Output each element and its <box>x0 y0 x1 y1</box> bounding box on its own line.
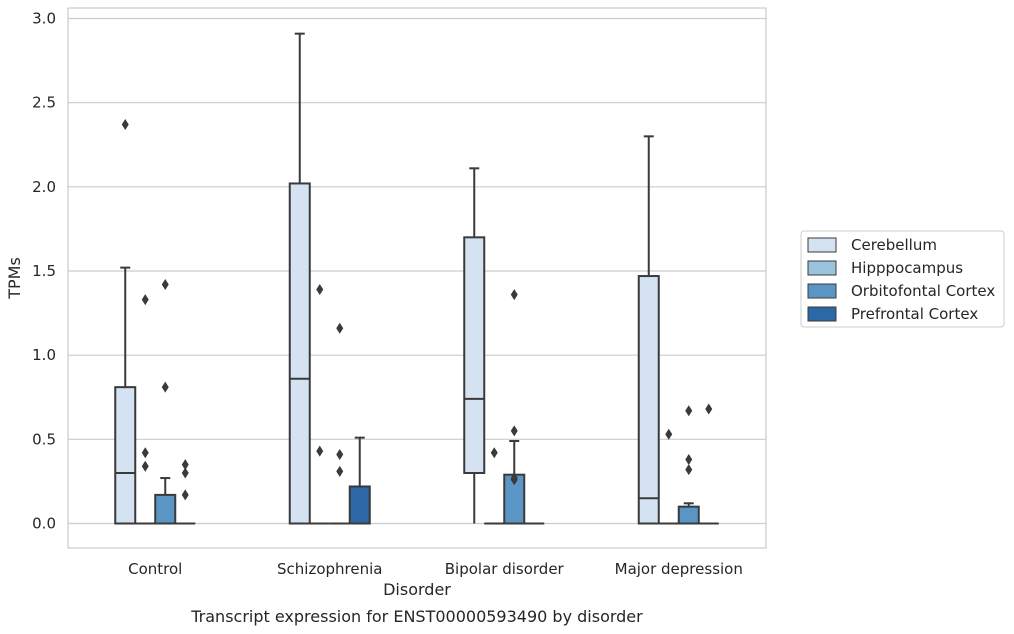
y-tick-labels: 0.0 0.5 1.0 1.5 2.0 2.5 3.0 <box>32 10 56 533</box>
outlier-point <box>161 278 169 290</box>
outlier-point <box>161 381 169 393</box>
outlier-point <box>141 447 149 459</box>
y-tick-label: 1.0 <box>32 346 56 364</box>
legend-label: Orbitofontal Cortex <box>851 282 995 300</box>
outlier-point <box>336 465 344 477</box>
outlier-point <box>490 447 498 459</box>
iqr-box <box>637 275 660 525</box>
box-prefrontal-cortex <box>698 403 719 525</box>
legend: Cerebellum Hipppocampus Orbitofontal Corte… <box>800 230 1005 328</box>
box-prefrontal-cortex <box>175 459 196 525</box>
legend-items: Cerebellum Hipppocampus Orbitofontal Corte… <box>807 236 995 323</box>
outlier-point <box>181 467 189 479</box>
outlier-point <box>141 294 149 306</box>
legend-swatch <box>807 306 837 322</box>
outlier-point <box>685 454 693 466</box>
y-tick-label: 2.5 <box>32 94 56 112</box>
x-tick-label: Control <box>128 560 182 578</box>
iqr-box <box>348 485 371 525</box>
outlier-point <box>510 425 518 437</box>
x-tick-label: Bipolar disorder <box>445 560 565 578</box>
outlier-point <box>181 489 189 501</box>
y-tick-label: 1.5 <box>32 262 56 280</box>
outlier-point <box>181 459 189 471</box>
outlier-point <box>705 403 713 415</box>
plot-area <box>67 7 767 549</box>
outlier-point <box>141 460 149 472</box>
iqr-box <box>154 493 177 525</box>
iqr-box <box>463 236 486 474</box>
legend-frame <box>800 230 1005 328</box>
y-tick-label: 0.5 <box>32 430 56 448</box>
outlier-point <box>510 472 518 484</box>
outlier-point <box>316 284 324 296</box>
chart-caption: Transcript expression for ENST0000059349… <box>190 607 643 626</box>
legend-swatch <box>807 283 837 299</box>
y-axis-label: TPMs <box>5 257 24 300</box>
box-groups <box>114 32 719 525</box>
outlier-point <box>316 445 324 457</box>
box-orbitofontal-cortex <box>503 289 526 525</box>
box-cerebellum <box>288 32 311 525</box>
box-cerebellum <box>463 167 486 524</box>
box-cerebellum <box>637 135 660 525</box>
outlier-point <box>336 322 344 334</box>
box-hipppocampus <box>658 428 679 525</box>
outlier-point <box>510 289 518 301</box>
y-tick-label: 0.0 <box>32 515 56 533</box>
x-tick-label: Schizophrenia <box>277 560 382 578</box>
legend-swatch <box>807 260 837 276</box>
x-axis-label: Disorder <box>383 580 451 599</box>
box-hipppocampus <box>484 447 505 525</box>
box-orbitofontal-cortex <box>329 322 350 525</box>
y-tick-label: 3.0 <box>32 10 56 28</box>
legend-label: Hipppocampus <box>851 259 963 277</box>
box-prefrontal-cortex <box>348 436 371 525</box>
box-orbitofontal-cortex <box>154 278 177 525</box>
box-orbitofontal-cortex <box>677 405 700 525</box>
outlier-point <box>121 119 129 131</box>
outlier-point <box>685 405 693 417</box>
box-hipppocampus <box>135 294 156 525</box>
iqr-box <box>288 182 311 525</box>
y-gridlines <box>68 17 766 525</box>
legend-swatch <box>807 237 837 253</box>
x-tick-labels: Control Schizophrenia Bipolar disorder Majo… <box>128 560 743 578</box>
outlier-point <box>336 448 344 460</box>
box-hipppocampus <box>309 284 330 525</box>
box-cerebellum <box>114 119 137 525</box>
y-tick-label: 2.0 <box>32 178 56 196</box>
legend-label: Prefrontal Cortex <box>851 305 978 323</box>
iqr-box <box>677 505 700 525</box>
legend-label: Cerebellum <box>851 236 937 254</box>
outlier-point <box>665 428 673 440</box>
outlier-point <box>685 464 693 476</box>
iqr-box <box>114 386 137 525</box>
x-tick-label: Major depression <box>615 560 743 578</box>
